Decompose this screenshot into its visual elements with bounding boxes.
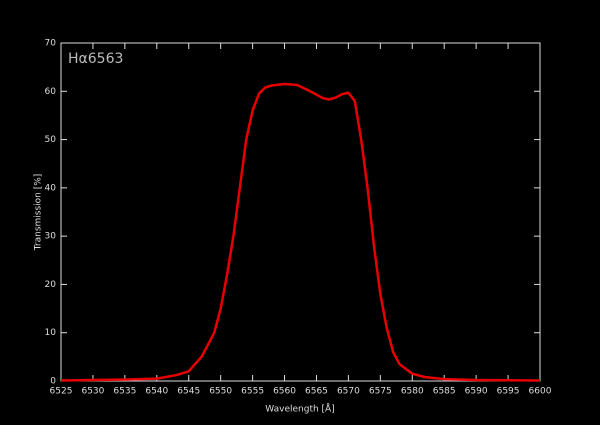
data-line [60, 82, 541, 382]
plot-frame [60, 42, 541, 382]
x-tick-label: 6535 [113, 387, 136, 397]
x-tick-label: 6530 [81, 387, 104, 397]
x-tick-label: 6550 [209, 387, 232, 397]
x-tick-label: 6525 [50, 387, 73, 397]
x-tick-label: 6575 [369, 387, 392, 397]
y-tick-label: 60 [45, 87, 57, 97]
y-tick-label: 0 [50, 377, 56, 387]
x-axis-label: Wavelength [Å] [265, 403, 334, 415]
y-tick-label: 20 [45, 280, 57, 290]
x-tick-label: 6570 [337, 387, 360, 397]
x-tick-label: 6555 [241, 387, 264, 397]
x-tick-label: 6540 [145, 387, 168, 397]
y-tick-label: 40 [45, 183, 57, 193]
x-tick-label: 6580 [401, 387, 424, 397]
y-axis-label: Transmission [%] [34, 174, 44, 252]
x-tick-label: 6600 [529, 387, 552, 397]
x-tick-label: 6590 [465, 387, 488, 397]
x-tick-label: 6560 [273, 387, 296, 397]
y-tick-label: 30 [45, 232, 57, 242]
y-tick-label: 70 [45, 39, 57, 49]
chart-title: Hα6563 [68, 51, 123, 67]
x-tick-label: 6595 [497, 387, 520, 397]
x-tick-label: 6565 [305, 387, 328, 397]
x-tick-label: 6545 [177, 387, 200, 397]
y-tick-label: 10 [45, 328, 57, 338]
x-tick-label: 6585 [433, 387, 456, 397]
y-tick-label: 50 [45, 135, 57, 145]
